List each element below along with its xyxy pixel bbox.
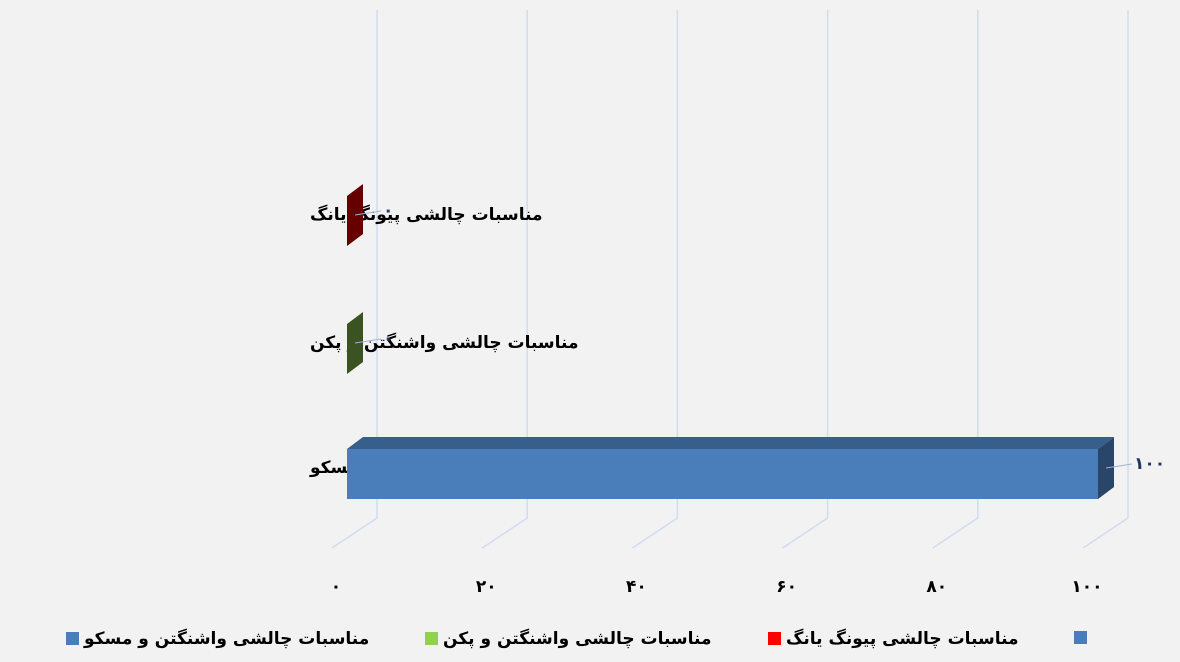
data-label: ۱۰۰: [1134, 454, 1165, 474]
legend-label: مناسبات چالشی واشنگتن و مسکو: [83, 628, 369, 649]
bar-front: [347, 449, 1098, 499]
legend-swatch: [768, 632, 781, 645]
grid-line: [932, 10, 979, 549]
x-tick-label: ۴۰: [626, 577, 647, 597]
leader-line: [354, 338, 382, 344]
grid-line: [1082, 10, 1129, 549]
x-tick-label: ۲۰: [476, 577, 497, 597]
bar-top: [347, 437, 1114, 449]
leader-line: [1105, 463, 1133, 469]
legend-swatch-decoration: [1074, 631, 1087, 644]
x-tick-label: ۸۰: [926, 577, 947, 597]
x-tick-label: ۰: [331, 577, 341, 597]
y-tick-label: مناسبات چالشی واشنگتن و پکن: [310, 332, 578, 353]
x-tick-label: ۱۰۰: [1071, 577, 1102, 597]
grid-line: [631, 10, 679, 549]
data-label: ۰: [383, 201, 393, 221]
y-tick-label: مناسبات چالشی پیونگ یانگ: [310, 204, 543, 225]
leader-line: [354, 210, 382, 216]
bar: [347, 437, 1114, 499]
x-tick-label: ۶۰: [776, 577, 797, 597]
legend-label: مناسبات چالشی واشنگتن و پکن: [443, 628, 711, 649]
grid-line: [782, 10, 829, 549]
legend-swatch: [425, 632, 438, 645]
legend-swatch: [66, 632, 79, 645]
legend-label: مناسبات چالشی پیونگ یانگ: [786, 628, 1019, 649]
data-label: ۰: [383, 329, 393, 349]
grid-line: [481, 10, 528, 549]
grid-line: [331, 10, 378, 549]
